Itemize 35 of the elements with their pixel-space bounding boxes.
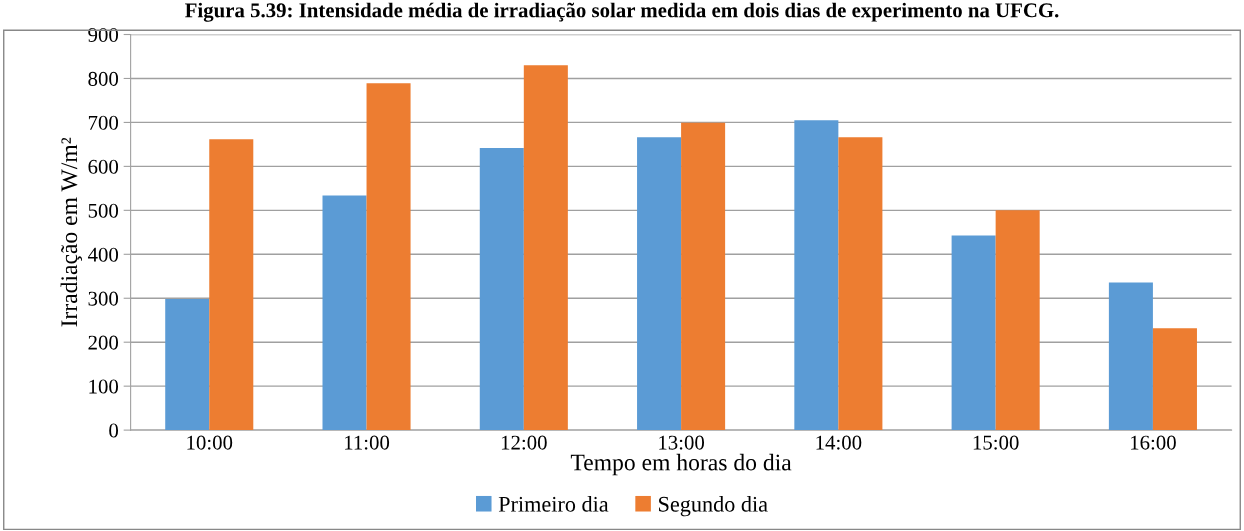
bar [794, 120, 839, 431]
y-tick-label: 0 [109, 423, 119, 438]
bar [523, 65, 568, 431]
y-tick-label: 300 [88, 291, 119, 306]
y-axis-title: Irradiação em W/m² [60, 137, 83, 327]
x-tick-label: 12:00 [501, 435, 547, 450]
bar [1152, 328, 1197, 431]
x-tick-label: 10:00 [187, 435, 233, 450]
bar [209, 139, 254, 431]
y-tick-label: 500 [88, 203, 119, 218]
x-tick-label: 11:00 [345, 435, 390, 450]
x-tick-label: 16:00 [1131, 435, 1176, 450]
chart-title: Figura 5.39: Intensidade média de irradiação solar medida em dois dias de experimento na UFCG. [185, 2, 1059, 22]
y-tick-label: 400 [87, 247, 119, 262]
bar [951, 235, 996, 431]
x-tick-label: 13:00 [659, 435, 705, 450]
bar [995, 210, 1040, 431]
x-tick-label: 14:00 [816, 435, 862, 450]
bar [479, 147, 524, 431]
y-tick-label: 600 [88, 159, 119, 174]
bar [366, 83, 411, 431]
legend-label: Segundo dia [659, 496, 768, 517]
x-tick-label: 15:00 [973, 435, 1019, 450]
y-tick-label: 200 [88, 335, 119, 350]
legend-label: Primeiro dia [498, 496, 609, 512]
bar [1108, 282, 1153, 431]
y-tick-label: 100 [89, 379, 119, 394]
bar [838, 137, 883, 431]
y-tick-label: 800 [88, 71, 119, 86]
bar [681, 122, 726, 431]
bar [322, 195, 367, 431]
bar [637, 137, 682, 431]
y-tick-label: 700 [88, 115, 119, 130]
bar [165, 299, 210, 431]
x-axis-title: Tempo em horas do dia [570, 453, 792, 476]
